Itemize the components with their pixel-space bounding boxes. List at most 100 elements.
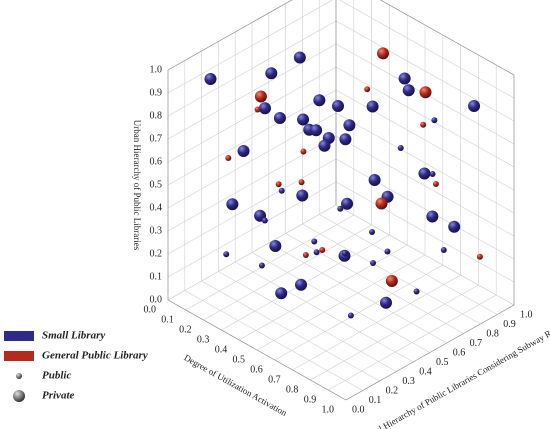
- grid-line: [335, 181, 515, 283]
- point: [226, 198, 239, 211]
- y-tick-label: 0.0: [352, 404, 365, 415]
- grid-line: [335, 89, 515, 191]
- box-edge: [167, 0, 293, 71]
- point: [269, 240, 282, 252]
- y-tick-label: 0.1: [369, 395, 382, 406]
- grid-line: [235, 261, 414, 363]
- z-tick-label: 0.2: [150, 248, 163, 259]
- x-tick-label: 1.0: [322, 404, 335, 415]
- grid-line: [319, 214, 498, 315]
- point: [298, 179, 305, 186]
- y-tick-label: 0.9: [503, 319, 516, 330]
- y-axis-title: Spatial Hierarchy of Public Libraries Co…: [358, 319, 550, 429]
- legend-label: General Public Library: [42, 350, 148, 362]
- grid-line: [184, 290, 363, 391]
- point: [426, 210, 439, 223]
- grid-line: [335, 204, 515, 306]
- x-tick-label: 0.7: [268, 374, 281, 385]
- y-tick-label: 0.5: [436, 357, 449, 368]
- point: [419, 86, 432, 99]
- z-tick-label: 0.8: [150, 110, 163, 121]
- z-tick-label: 0.6: [150, 156, 163, 167]
- point: [273, 112, 286, 124]
- point: [440, 247, 447, 253]
- point: [402, 84, 415, 97]
- grid-line: [335, 66, 515, 168]
- point: [429, 171, 436, 177]
- point: [432, 181, 439, 187]
- point: [341, 197, 354, 210]
- y-tick-label: 0.3: [402, 376, 415, 387]
- legend: Small Library General Public Library Publi…: [4, 330, 148, 402]
- point: [297, 113, 310, 126]
- point: [311, 238, 318, 245]
- legend-label: Small Library: [42, 330, 105, 342]
- point: [377, 47, 389, 60]
- point: [413, 288, 420, 295]
- grid-line: [218, 271, 397, 372]
- grid-line: [167, 135, 337, 232]
- point: [364, 86, 371, 93]
- point: [332, 100, 344, 112]
- z-tick-label: 0.3: [150, 225, 163, 236]
- z-axis-title: Urban Hierarchy of Public Libraries: [132, 120, 142, 251]
- point: [254, 106, 261, 113]
- point: [265, 67, 278, 80]
- grid-line: [335, 135, 515, 237]
- point: [254, 90, 267, 103]
- points: [204, 47, 483, 319]
- legend-label: Private: [42, 390, 74, 402]
- grid-line: [167, 0, 334, 94]
- x-tick-label: 0.2: [179, 324, 192, 335]
- point: [275, 287, 288, 300]
- point: [204, 73, 217, 85]
- point: [296, 189, 309, 202]
- legend-label: Public: [42, 370, 71, 382]
- point: [397, 145, 404, 151]
- x-tick-label: 0.4: [215, 344, 228, 355]
- point: [368, 174, 381, 186]
- z-tick-label: 0.5: [150, 179, 163, 190]
- point: [261, 217, 268, 224]
- point: [258, 102, 271, 115]
- grid-line: [167, 66, 337, 163]
- z-tick-label: 1.0: [150, 64, 163, 75]
- point: [370, 260, 377, 266]
- z-tick-label: 0.1: [150, 271, 163, 282]
- box-edge: [167, 299, 347, 401]
- point: [237, 145, 250, 157]
- grid-line: [167, 43, 337, 140]
- x-tick-label: 0.8: [286, 384, 299, 395]
- point: [343, 119, 356, 132]
- point: [448, 220, 461, 233]
- point: [380, 296, 392, 309]
- point: [278, 187, 285, 194]
- point: [384, 248, 391, 255]
- point: [398, 72, 411, 85]
- x-tick-label: 0.9: [304, 394, 317, 405]
- point: [418, 167, 431, 180]
- point: [302, 252, 309, 258]
- box-edge: [345, 304, 515, 401]
- point: [476, 253, 483, 260]
- grid-line: [335, 158, 515, 260]
- x-tick-label: 0.1: [161, 314, 174, 325]
- legend-size: [13, 390, 25, 402]
- z-tick-label: 0.7: [150, 133, 163, 144]
- grid-line: [167, 204, 337, 301]
- point: [347, 312, 354, 319]
- point: [341, 250, 348, 257]
- point: [293, 51, 306, 64]
- legend-swatch: [4, 331, 34, 341]
- grid-line: [167, 158, 337, 255]
- grid: [167, 0, 515, 401]
- x-tick-label: 0.0: [144, 304, 157, 315]
- point: [275, 181, 282, 188]
- point: [223, 251, 230, 258]
- point: [339, 133, 352, 146]
- point: [258, 262, 265, 269]
- point: [313, 94, 326, 107]
- z-tick-label: 0.9: [150, 87, 163, 98]
- y-tick-label: 0.8: [486, 328, 499, 339]
